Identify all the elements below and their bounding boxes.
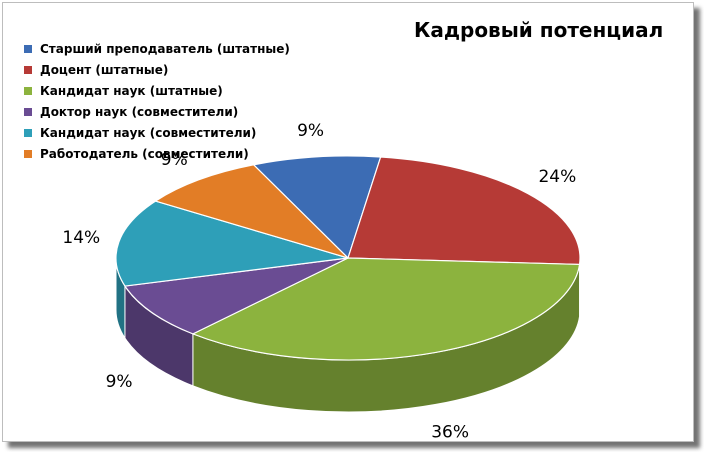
- legend-swatch: [24, 44, 32, 53]
- legend-item: Доктор наук (совместители): [24, 101, 290, 122]
- pie-data-label: 9%: [297, 121, 324, 141]
- pie-data-label: 24%: [538, 167, 576, 187]
- pie-slice: [191, 257, 581, 361]
- legend-swatch: [24, 128, 32, 137]
- pie-slice: [123, 257, 349, 335]
- legend-item: Работодатель (совместители): [24, 143, 290, 164]
- pie-slice: [115, 200, 349, 287]
- pie-slice: [154, 164, 349, 259]
- pie-data-label: 9%: [106, 372, 133, 392]
- pie-data-label: 36%: [431, 422, 469, 442]
- pie-slice: [252, 155, 382, 260]
- legend-item: Кандидат наук (штатные): [24, 80, 290, 101]
- legend-label: Кандидат наук (совместители): [40, 125, 257, 140]
- legend-item: Доцент (штатные): [24, 59, 290, 80]
- legend-label: Старший преподаватель (штатные): [40, 41, 290, 56]
- legend-label: Работодатель (совместители): [40, 146, 249, 161]
- legend: Старший преподаватель (штатные) Доцент (ш…: [24, 38, 290, 164]
- legend-swatch: [24, 65, 32, 74]
- legend-swatch: [24, 107, 32, 116]
- legend-label: Доцент (штатные): [40, 62, 169, 77]
- pie-data-label: 14%: [62, 228, 100, 248]
- legend-swatch: [24, 86, 32, 95]
- legend-label: Кандидат наук (штатные): [40, 83, 223, 98]
- pie-slice: [347, 156, 581, 266]
- legend-label: Доктор наук (совместители): [40, 104, 239, 119]
- legend-item: Старший преподаватель (штатные): [24, 38, 290, 59]
- chart-title: Кадровый потенциал: [414, 18, 664, 42]
- legend-swatch: [24, 149, 32, 158]
- legend-item: Кандидат наук (совместители): [24, 122, 290, 143]
- pie-data-label: 9%: [161, 150, 188, 170]
